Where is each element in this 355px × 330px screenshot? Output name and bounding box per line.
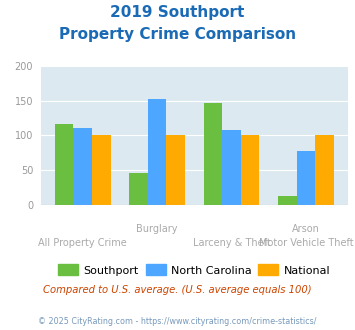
Text: 2019 Southport: 2019 Southport: [110, 5, 245, 20]
Text: Larceny & Theft: Larceny & Theft: [193, 238, 271, 248]
Bar: [73, 128, 92, 205]
Bar: [166, 135, 185, 205]
Legend: Southport, North Carolina, National: Southport, North Carolina, National: [54, 260, 335, 280]
Text: Burglary: Burglary: [136, 224, 178, 234]
Bar: [148, 99, 166, 205]
Bar: [222, 130, 241, 205]
Bar: [297, 150, 315, 205]
Text: © 2025 CityRating.com - https://www.cityrating.com/crime-statistics/: © 2025 CityRating.com - https://www.city…: [38, 317, 317, 326]
Text: Arson: Arson: [292, 224, 320, 234]
Bar: [55, 124, 73, 205]
Bar: [278, 196, 297, 205]
Bar: [241, 135, 260, 205]
Bar: [315, 135, 334, 205]
Text: All Property Crime: All Property Crime: [38, 238, 127, 248]
Bar: [92, 135, 111, 205]
Text: Motor Vehicle Theft: Motor Vehicle Theft: [259, 238, 353, 248]
Text: Compared to U.S. average. (U.S. average equals 100): Compared to U.S. average. (U.S. average …: [43, 285, 312, 295]
Bar: [204, 103, 222, 205]
Text: Property Crime Comparison: Property Crime Comparison: [59, 27, 296, 42]
Bar: [129, 173, 148, 205]
